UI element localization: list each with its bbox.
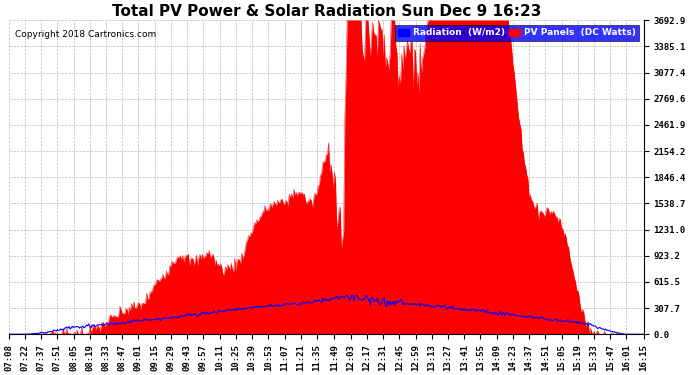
Text: Copyright 2018 Cartronics.com: Copyright 2018 Cartronics.com <box>15 30 156 39</box>
Legend: Radiation  (W/m2), PV Panels  (DC Watts): Radiation (W/m2), PV Panels (DC Watts) <box>395 25 640 41</box>
Title: Total PV Power & Solar Radiation Sun Dec 9 16:23: Total PV Power & Solar Radiation Sun Dec… <box>112 4 541 19</box>
